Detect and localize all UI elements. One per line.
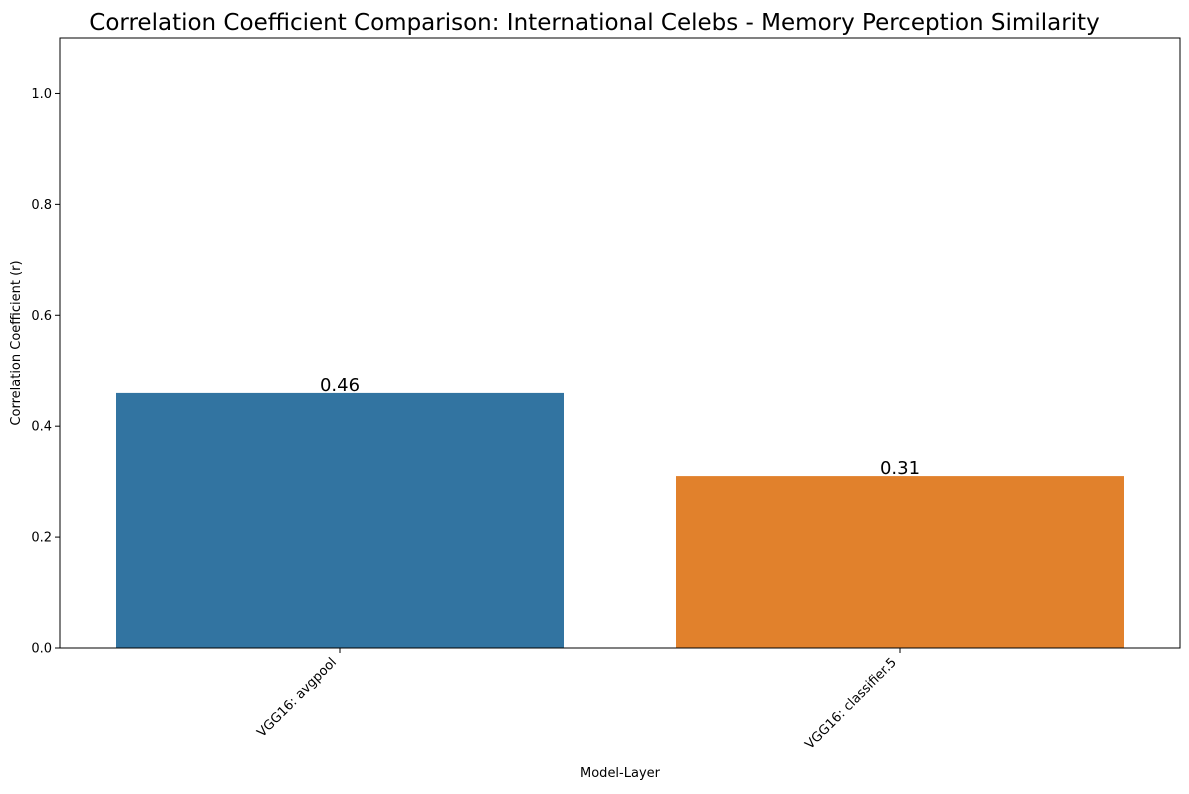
y-tick-label-3: 0.4: [31, 420, 52, 435]
y-axis: 0.0 0.2 0.4 0.6 0.8 1.0: [31, 87, 60, 657]
plot-frame: [59, 37, 1181, 649]
bar-value-label-2: 0.31: [880, 458, 920, 479]
bars-layer: [116, 392, 1124, 648]
bar-value-label-1: 0.46: [320, 375, 360, 396]
bar-2: [676, 476, 1124, 648]
bar-1: [116, 392, 564, 648]
x-tick-label-2: VGG16: classifier.5: [802, 655, 899, 752]
chart-title: Correlation Coefficient Comparison: Inte…: [89, 10, 1099, 36]
y-tick-label-4: 0.6: [31, 309, 52, 324]
x-tick-label-1: VGG16: avgpool: [254, 655, 339, 740]
x-axis: VGG16: avgpool VGG16: classifier.5: [254, 648, 901, 753]
y-tick-label-2: 0.2: [31, 531, 52, 546]
x-axis-label: Model-Layer: [580, 766, 661, 781]
y-tick-label-5: 0.8: [31, 198, 52, 213]
y-tick-label-1: 0.0: [31, 642, 52, 657]
y-axis-label: Correlation Coefficient (r): [9, 260, 24, 425]
data-labels: 0.46 0.31: [320, 375, 920, 479]
y-tick-label-6: 1.0: [31, 87, 52, 102]
